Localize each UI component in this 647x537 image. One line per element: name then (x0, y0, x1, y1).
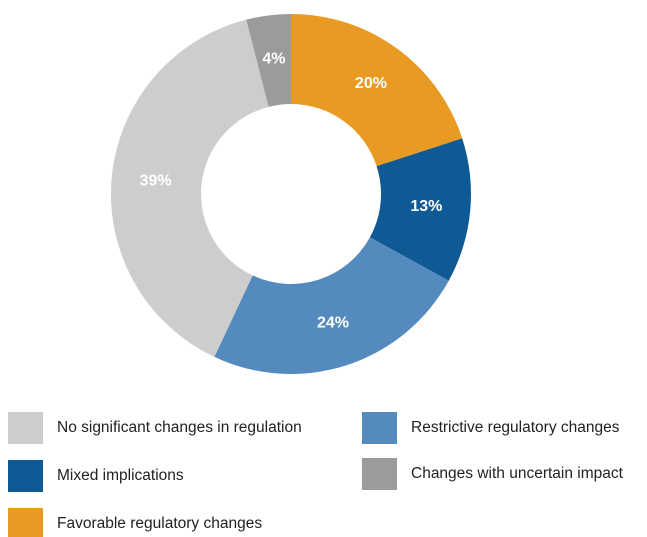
value-label: 39% (140, 172, 172, 189)
legend-label: Restrictive regulatory changes (411, 419, 620, 436)
value-label: 24% (317, 315, 349, 332)
slice (246, 14, 291, 107)
legend-swatch (8, 412, 43, 444)
slice (291, 14, 463, 167)
legend-swatch (8, 508, 43, 537)
legend-label: No significant changes in regulation (57, 419, 302, 436)
value-label: 20% (355, 75, 387, 92)
legend-swatch (362, 458, 397, 490)
value-label: 13% (410, 198, 442, 215)
slice (110, 19, 269, 357)
legend-label: Changes with uncertain impact (411, 465, 624, 482)
legend-swatch (8, 460, 43, 492)
legend-swatch (362, 412, 397, 444)
slice (214, 237, 449, 374)
legend-label: Favorable regulatory changes (57, 515, 262, 532)
slice (369, 138, 471, 281)
value-label: 4% (262, 50, 285, 67)
legend-label: Mixed implications (57, 467, 184, 484)
